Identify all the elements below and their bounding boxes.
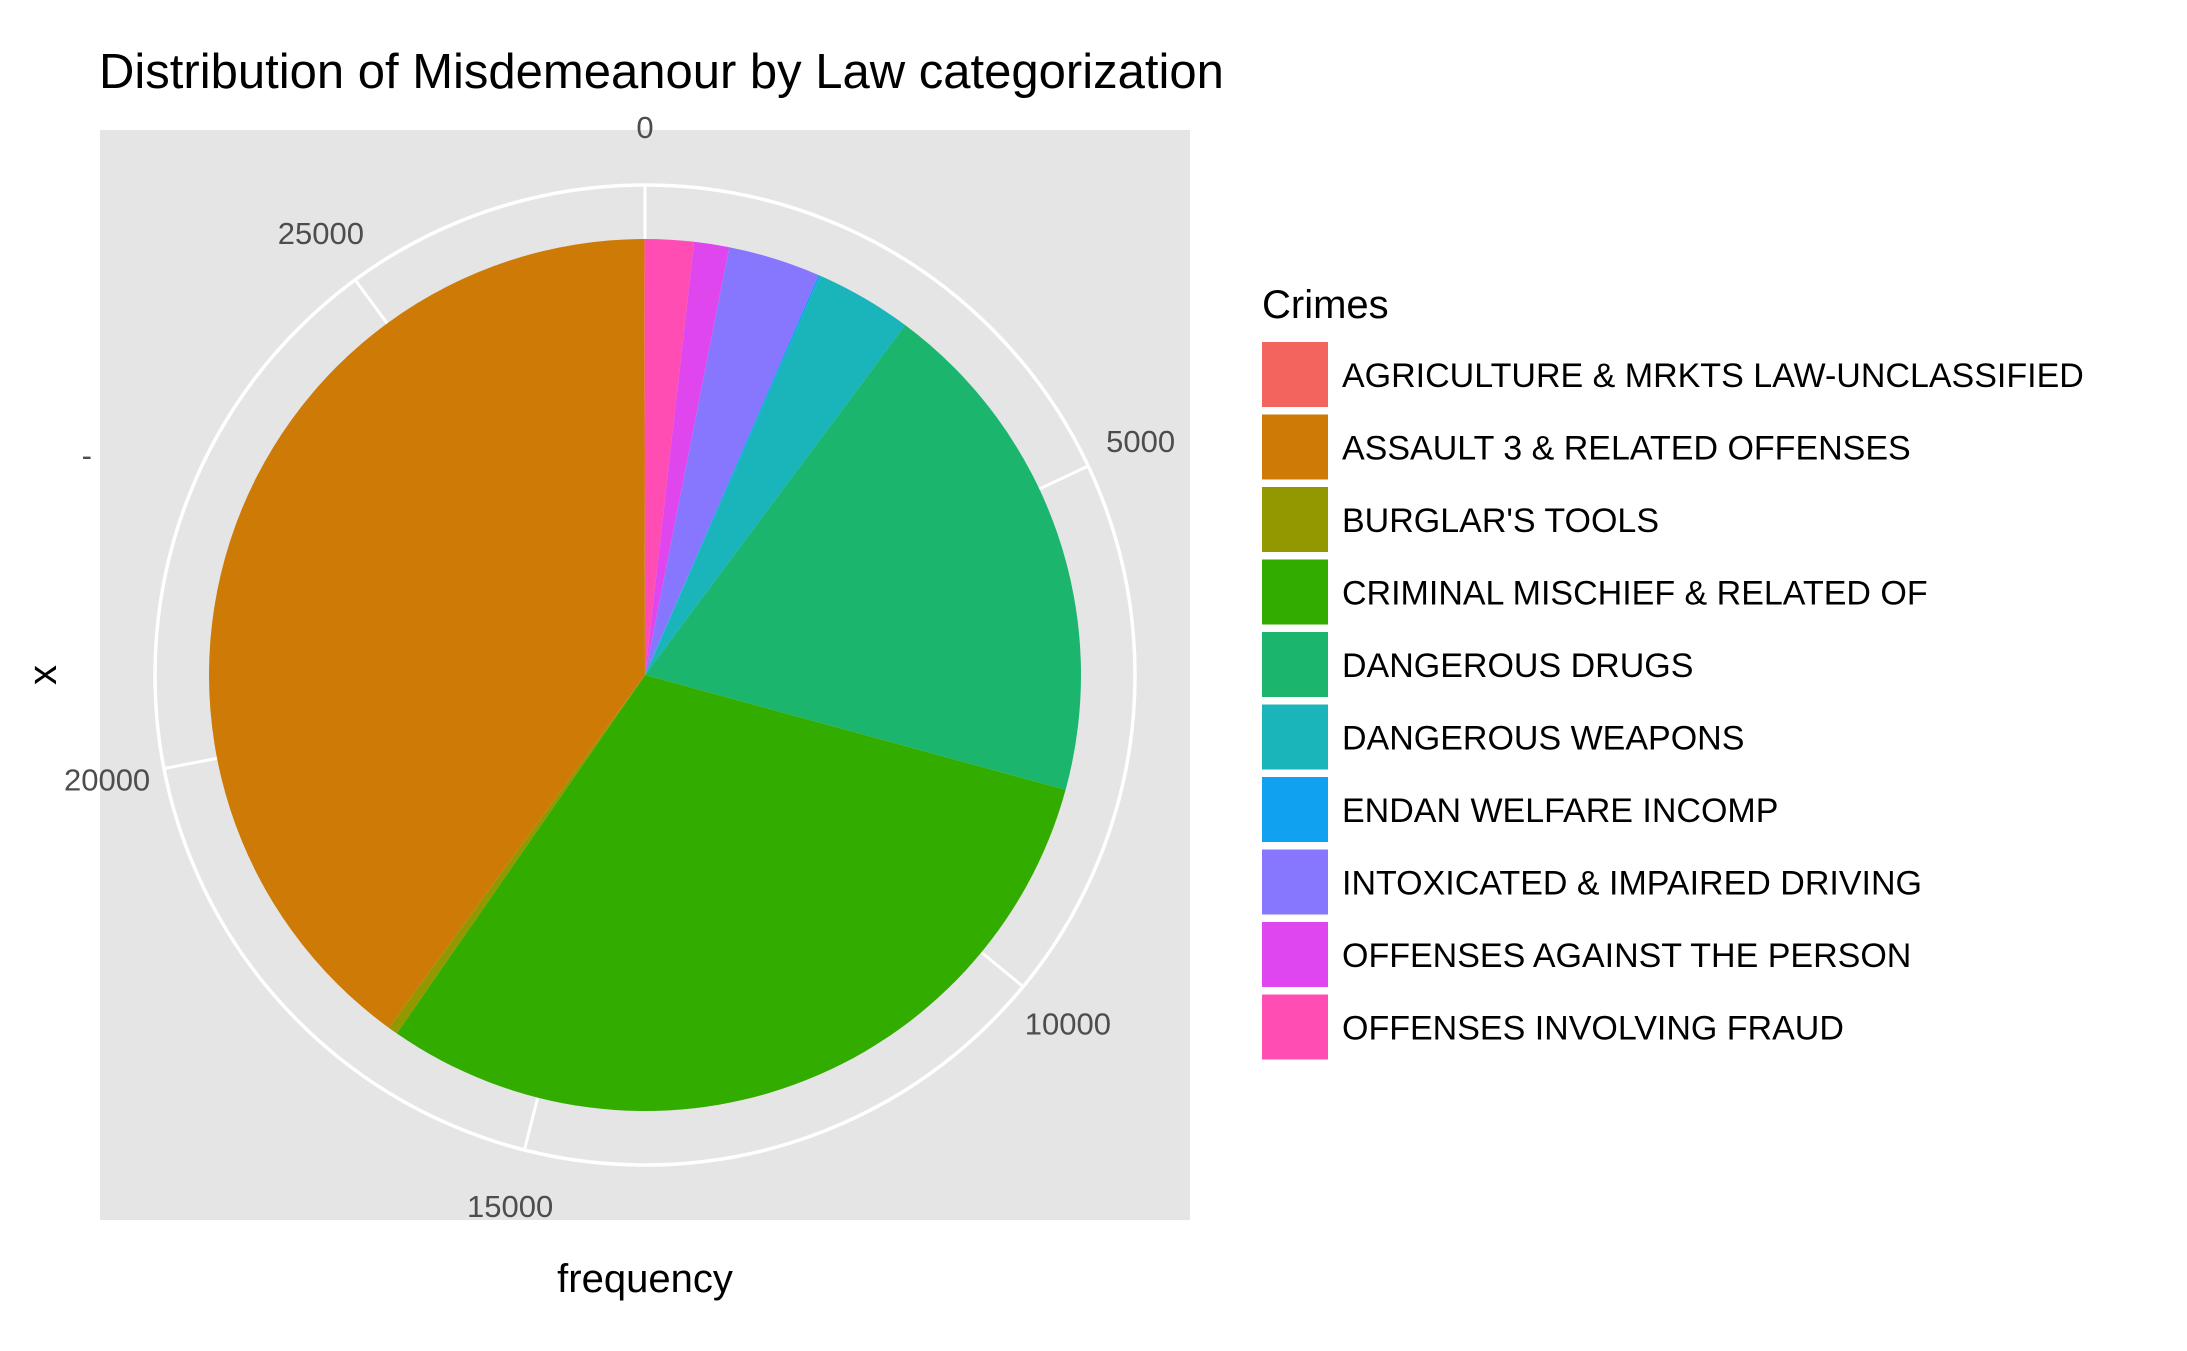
legend: AGRICULTURE & MRKTS LAW-UNCLASSIFIED ASSA… [1262,342,2084,1060]
legend-label: BURGLAR'S TOOLS [1342,502,1659,540]
radial-tick-label: 15000 [467,1189,553,1224]
pie-slice [645,239,695,675]
legend-swatch [1262,922,1328,987]
grid-spoke [163,755,224,771]
legend-swatch [1262,414,1328,480]
legend-swatch [1262,994,1328,1060]
radial-tick-label: 0 [636,110,653,145]
x-axis-title: frequency [557,1257,733,1301]
grid-spoke [1033,464,1089,493]
radial-tick-label: 5000 [1106,424,1175,459]
legend-swatch [1262,632,1328,697]
pie-slice [645,275,906,675]
legend-label: INTOXICATED & IMPAIRED DRIVING [1342,865,1922,903]
grid-spoke [975,947,1025,988]
legend-swatch [1262,849,1328,915]
y-axis-title: x [21,665,65,685]
legend-label: OFFENSES INVOLVING FRAUD [1342,1010,1844,1048]
grid-spoke [522,1091,541,1151]
pie-slice [396,675,1066,1111]
y-tick-label: - [82,438,92,473]
pie-slice [209,239,645,1028]
legend-label: DANGEROUS WEAPONS [1342,720,1744,758]
legend-label: OFFENSES AGAINST THE PERSON [1342,937,1911,975]
radial-tick-labels: 0 5000 10000 15000 20000 25000 [64,110,1175,1224]
legend-label: CRIMINAL MISCHIEF & RELATED OF [1342,575,1928,613]
pie-slice [644,239,645,675]
legend-title: Crimes [1262,283,1389,327]
pie-slice [645,247,819,675]
legend-swatch [1262,704,1328,770]
radial-grid [153,183,1137,1167]
pie-slice [645,325,1081,790]
radial-tick-label: 10000 [1025,1007,1111,1042]
legend-swatch [1262,342,1328,407]
chart-title: Distribution of Misdemeanour by Law cate… [99,45,1224,99]
legend-label: AGRICULTURE & MRKTS LAW-UNCLASSIFIED [1342,357,2084,395]
legend-swatch [1262,559,1328,625]
legend-swatch [1262,487,1328,552]
legend-label: DANGEROUS DRUGS [1342,647,1693,685]
radial-tick-label: 20000 [64,763,150,798]
legend-swatch [1262,777,1328,842]
grid-spoke [353,279,392,330]
radial-tick-label: 25000 [278,216,364,251]
pie-slice [645,241,730,676]
legend-label: ASSAULT 3 & RELATED OFFENSES [1342,430,1911,468]
pie-slices [209,239,1081,1111]
legend-label: ENDAN WELFARE INCOMP [1342,792,1778,830]
pie-slice [645,274,821,675]
pie-slice [388,675,645,1034]
